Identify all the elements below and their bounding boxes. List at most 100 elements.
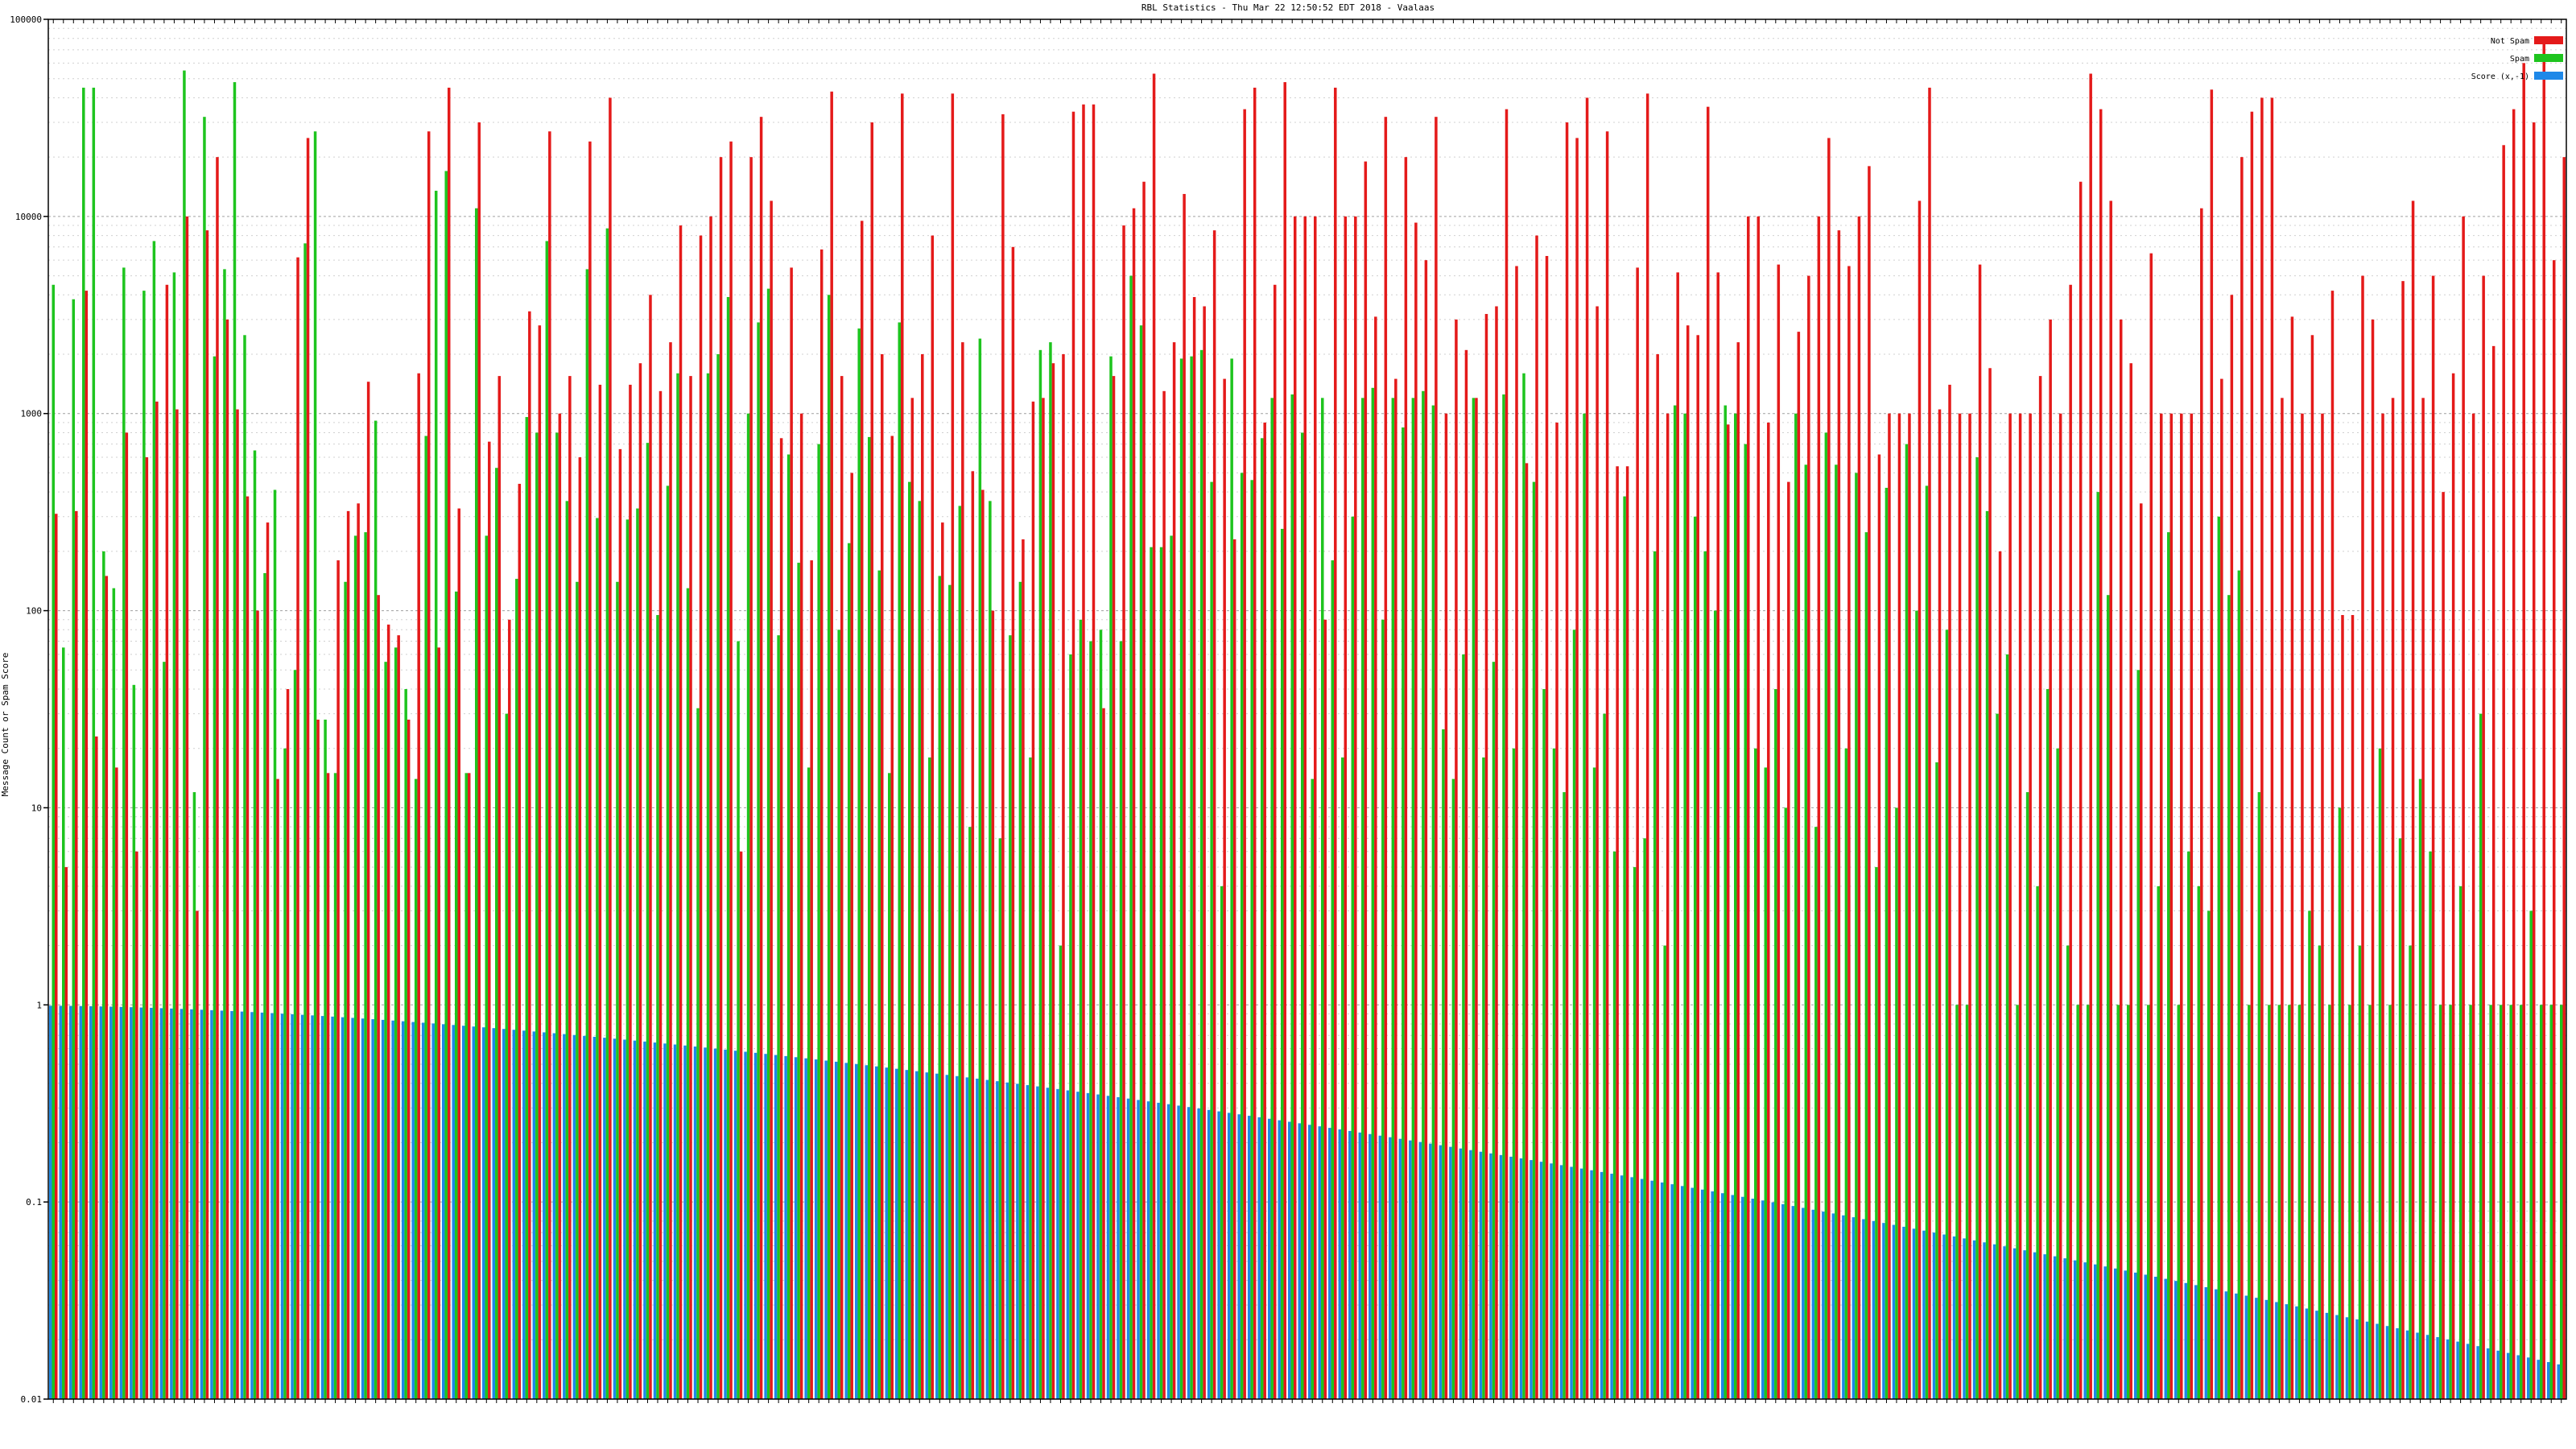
y-tick-label: 10 [31,803,42,813]
bar-spam [2086,1005,2090,1399]
bar-not-spam [1938,409,1942,1400]
bar-not-spam [85,291,89,1400]
bar-score [300,1014,304,1399]
bar-score [673,1044,677,1399]
bar-spam [1855,473,1858,1400]
bar-score [1660,1182,1664,1399]
bar-score [1952,1236,1956,1399]
bar-spam [696,708,700,1399]
bar-not-spam [1505,109,1509,1400]
bar-not-spam [2482,275,2485,1399]
bar-not-spam [2451,373,2455,1400]
bar-score [1076,1092,1080,1399]
bar-not-spam [1908,413,1911,1399]
bar-spam [1724,405,1727,1399]
legend-swatch [2534,36,2563,44]
bar-spam [1210,481,1213,1399]
bar-not-spam [2049,319,2052,1400]
bar-score [69,1005,72,1399]
bar-not-spam [1787,481,1790,1399]
bar-spam [1875,867,1878,1399]
bar-score [2204,1286,2208,1399]
bar-spam [1864,532,1868,1399]
bar-spam [1814,827,1818,1399]
bar-spam [2257,792,2261,1399]
bar-spam [1049,342,1052,1400]
bar-not-spam [1022,539,1025,1399]
bar-spam [444,171,448,1400]
bar-spam [1996,713,1999,1399]
bar-score [2043,1254,2046,1399]
bar-score [834,1061,838,1399]
bar-not-spam [447,87,451,1400]
bar-spam [2187,851,2190,1399]
bar-spam [1885,487,1889,1400]
bar-spam [948,584,952,1399]
bar-not-spam [1897,413,1901,1399]
bar-not-spam [890,436,894,1399]
bar-score [1358,1132,1362,1399]
bar-score [2456,1341,2459,1399]
bar-score [1771,1202,1775,1399]
bar-score [2275,1302,2278,1399]
bar-not-spam [1323,619,1327,1399]
bar-score [89,1005,93,1399]
bar-spam [203,117,206,1399]
bar-not-spam [799,413,803,1399]
bar-spam [384,662,387,1399]
bar-spam [2036,886,2039,1399]
bar-spam [1703,551,1707,1399]
bar-not-spam [1827,138,1831,1399]
bar-score [2345,1317,2349,1399]
bar-spam [2458,886,2462,1399]
bar-score [411,1022,415,1399]
bar-spam [2248,1005,2251,1399]
bar-not-spam [1001,114,1005,1400]
bar-score [1922,1230,1926,1399]
bar-score [2133,1272,2137,1399]
bar-score [1197,1108,1200,1399]
bar-not-spam [2029,413,2032,1399]
bar-spam [1190,356,1193,1399]
bar-score [2184,1282,2188,1399]
bar-spam [1784,807,1788,1399]
bar-score [371,1019,374,1399]
bar-spam [2288,1005,2291,1399]
bar-not-spam [2542,43,2545,1399]
bar-score [885,1067,889,1399]
bar-spam [525,417,529,1399]
bar-spam [1713,610,1717,1399]
bar-spam [867,436,871,1399]
bar-not-spam [316,719,320,1399]
bar-not-spam [205,230,209,1400]
bar-spam [1764,767,1768,1399]
bar-score [2113,1268,2117,1399]
bar-score [1590,1170,1593,1399]
bar-not-spam [95,736,98,1399]
bar-score [1096,1094,1100,1399]
bar-score [1519,1158,1523,1399]
bar-spam [847,543,851,1399]
bar-score [1026,1084,1030,1399]
bar-spam [303,243,307,1400]
bar-spam [62,647,65,1399]
bar-spam [1975,457,1979,1399]
bar-not-spam [1747,216,1750,1399]
bar-score [1398,1138,1402,1399]
bar-spam [1532,481,1536,1399]
bar-not-spam [1212,230,1216,1400]
bar-spam [353,535,357,1399]
bar-not-spam [2361,275,2364,1399]
bar-not-spam [1847,266,1851,1399]
bar-score [1489,1153,1492,1399]
bar-not-spam [236,409,239,1400]
bar-score [1318,1126,1322,1399]
bar-not-spam [1726,424,1730,1399]
bar-spam [797,563,800,1400]
bar-not-spam [306,138,310,1399]
bar-not-spam [165,284,169,1400]
bar-score [1932,1232,1936,1399]
bar-not-spam [2391,398,2395,1400]
bar-score [1378,1135,1382,1399]
